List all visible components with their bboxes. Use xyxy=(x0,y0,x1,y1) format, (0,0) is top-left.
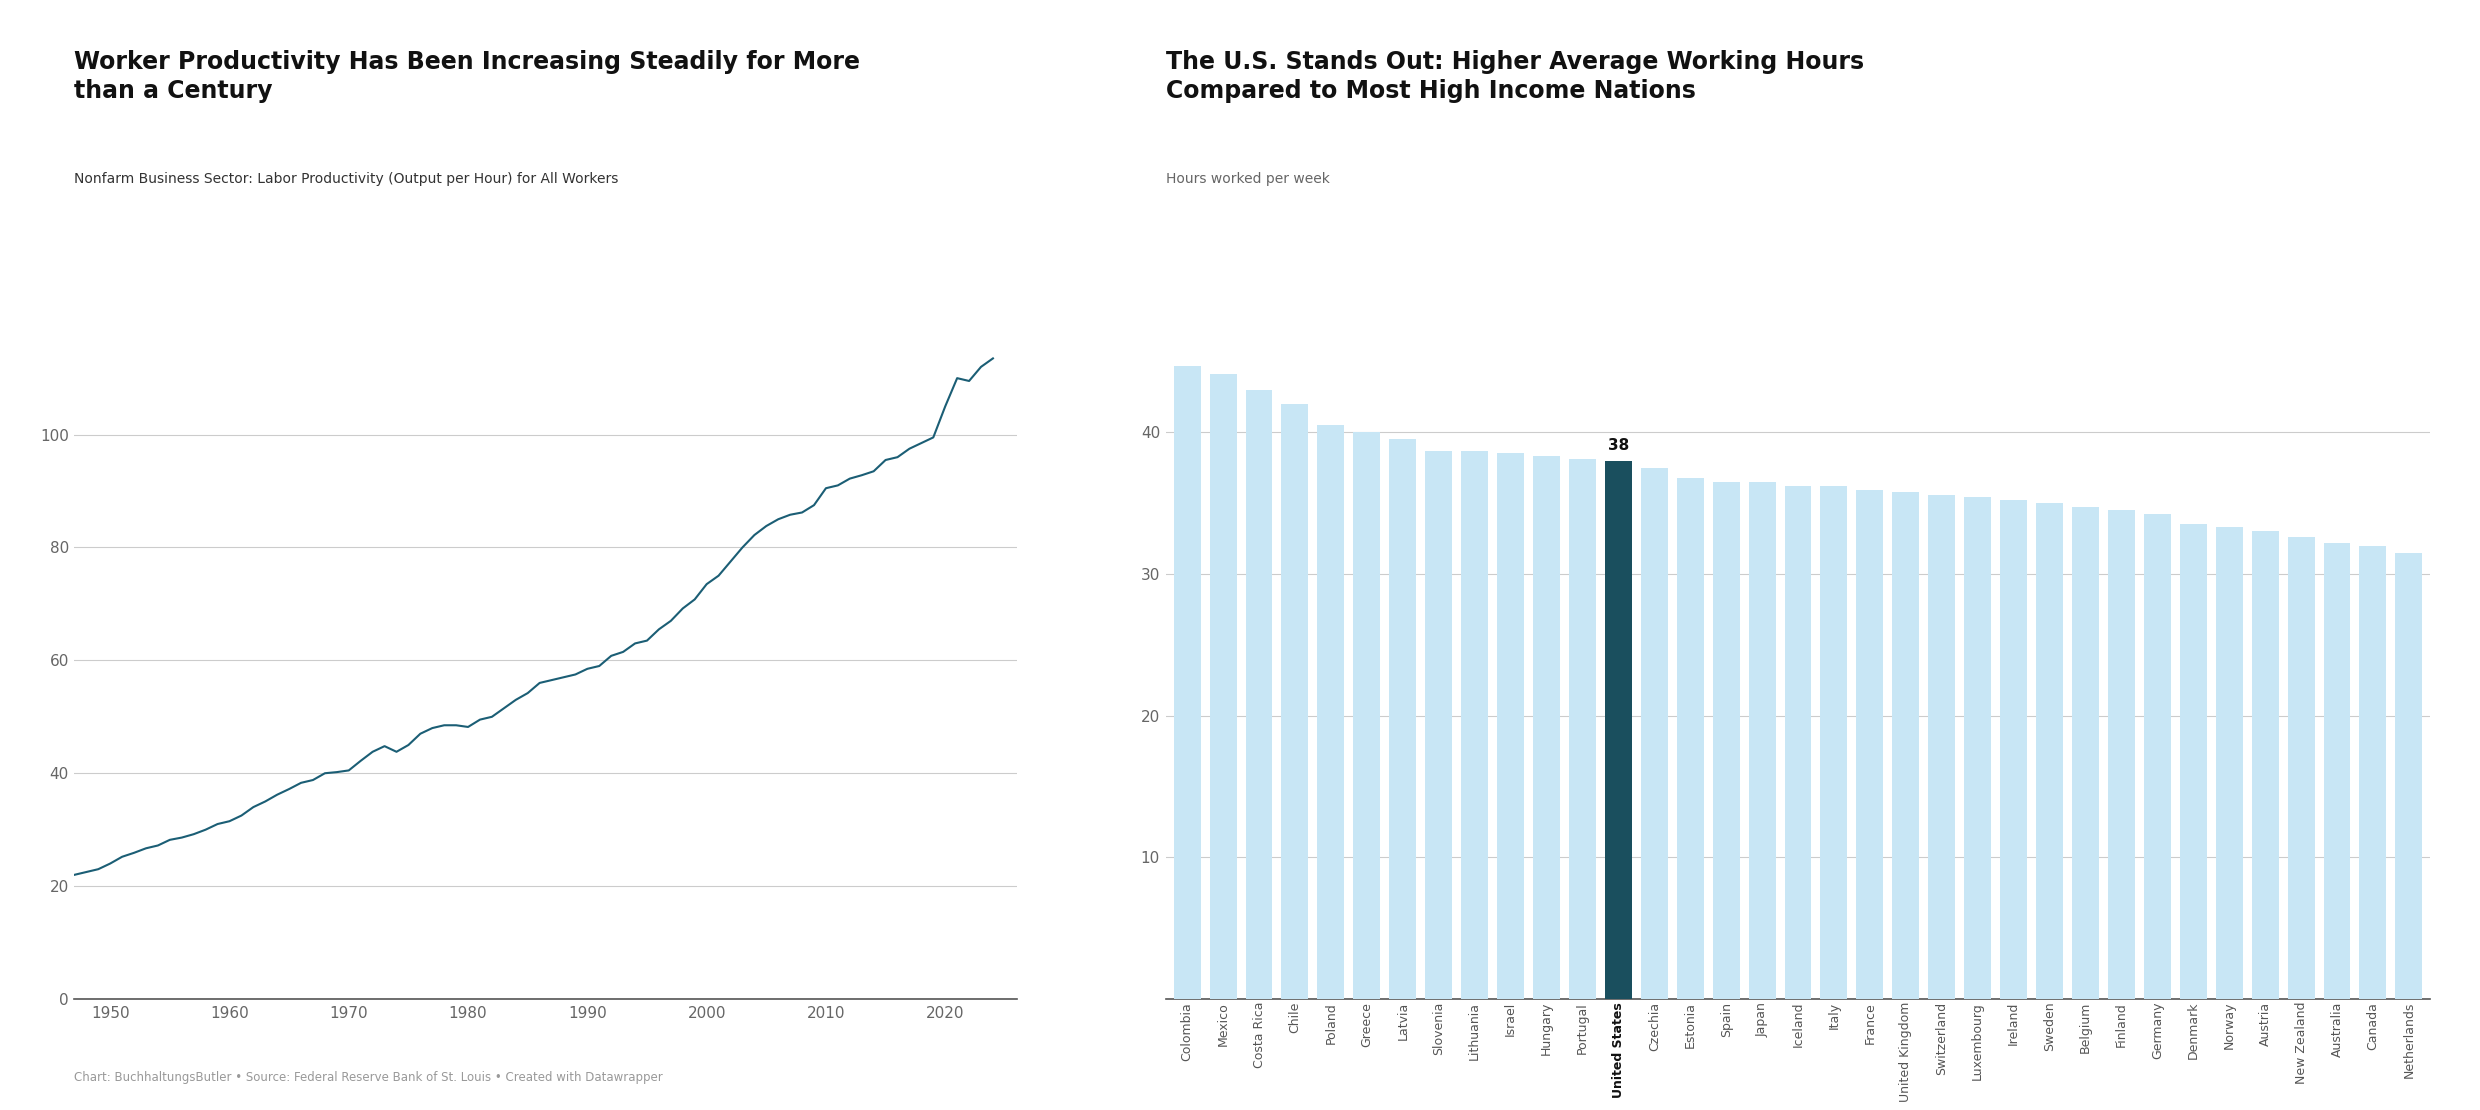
Bar xyxy=(2358,545,2386,999)
Bar xyxy=(2215,527,2242,999)
Bar xyxy=(2287,537,2314,999)
Text: 38: 38 xyxy=(1607,438,1629,454)
Text: Nonfarm Business Sector: Labor Productivity (Output per Hour) for All Workers: Nonfarm Business Sector: Labor Productiv… xyxy=(74,172,620,186)
Text: The U.S. Stands Out: Higher Average Working Hours
Compared to Most High Income N: The U.S. Stands Out: Higher Average Work… xyxy=(1166,50,1865,103)
Bar xyxy=(1173,365,1200,999)
Bar xyxy=(2036,503,2063,999)
Bar xyxy=(2252,532,2279,999)
Bar xyxy=(1389,440,1416,999)
Bar xyxy=(1964,497,1991,999)
Bar xyxy=(2324,543,2351,999)
Text: Chart: BuchhaltungsButler • Source: Federal Reserve Bank of St. Louis • Created : Chart: BuchhaltungsButler • Source: Fede… xyxy=(74,1071,662,1084)
Bar xyxy=(1210,374,1238,999)
Bar xyxy=(2396,553,2423,999)
Bar xyxy=(1820,486,1848,999)
Bar xyxy=(1892,492,1920,999)
Bar xyxy=(2108,511,2135,999)
Bar xyxy=(1999,501,2026,999)
Bar xyxy=(2143,514,2170,999)
Bar xyxy=(1498,454,1525,999)
Bar xyxy=(1748,482,1776,999)
Bar xyxy=(1714,482,1738,999)
Bar xyxy=(1354,432,1381,999)
Bar xyxy=(1929,495,1954,999)
Bar xyxy=(1533,456,1560,999)
Bar xyxy=(1426,451,1453,999)
Text: Hours worked per week: Hours worked per week xyxy=(1166,172,1329,186)
Bar xyxy=(2071,507,2098,999)
Bar xyxy=(1317,425,1344,999)
Bar xyxy=(1461,451,1488,999)
Bar xyxy=(1642,467,1667,999)
Bar xyxy=(1245,390,1272,999)
Bar xyxy=(1570,460,1597,999)
Bar xyxy=(1282,404,1309,999)
Bar xyxy=(2180,524,2207,999)
Bar xyxy=(1676,477,1704,999)
Text: Worker Productivity Has Been Increasing Steadily for More
than a Century: Worker Productivity Has Been Increasing … xyxy=(74,50,861,103)
Bar xyxy=(1605,461,1632,999)
Bar xyxy=(1786,486,1810,999)
Bar xyxy=(1858,491,1882,999)
